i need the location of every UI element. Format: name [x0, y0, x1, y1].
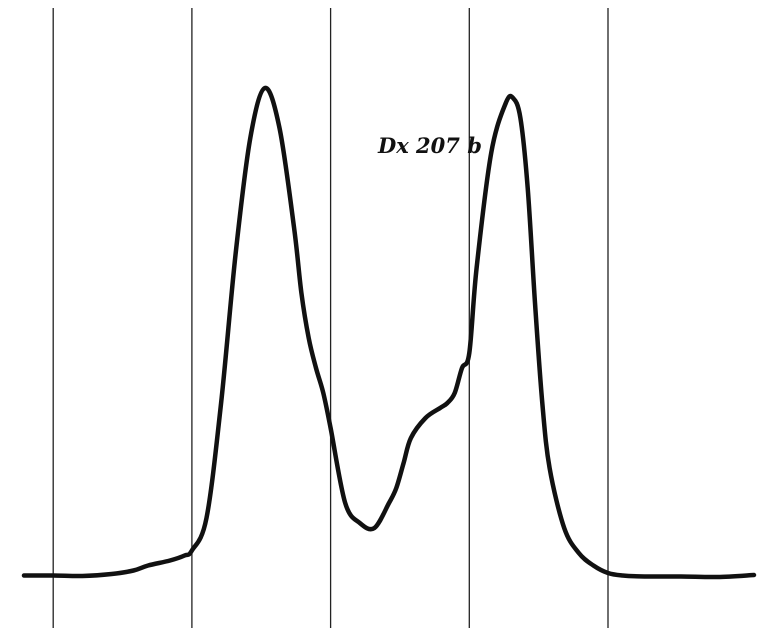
series-line-1 [21, 85, 757, 580]
series-layer [21, 85, 757, 580]
annotation-layer: Dx 207 b [377, 133, 482, 158]
vertical-gridlines [52, 8, 609, 628]
annotation-label: Dx 207 b [377, 133, 482, 158]
